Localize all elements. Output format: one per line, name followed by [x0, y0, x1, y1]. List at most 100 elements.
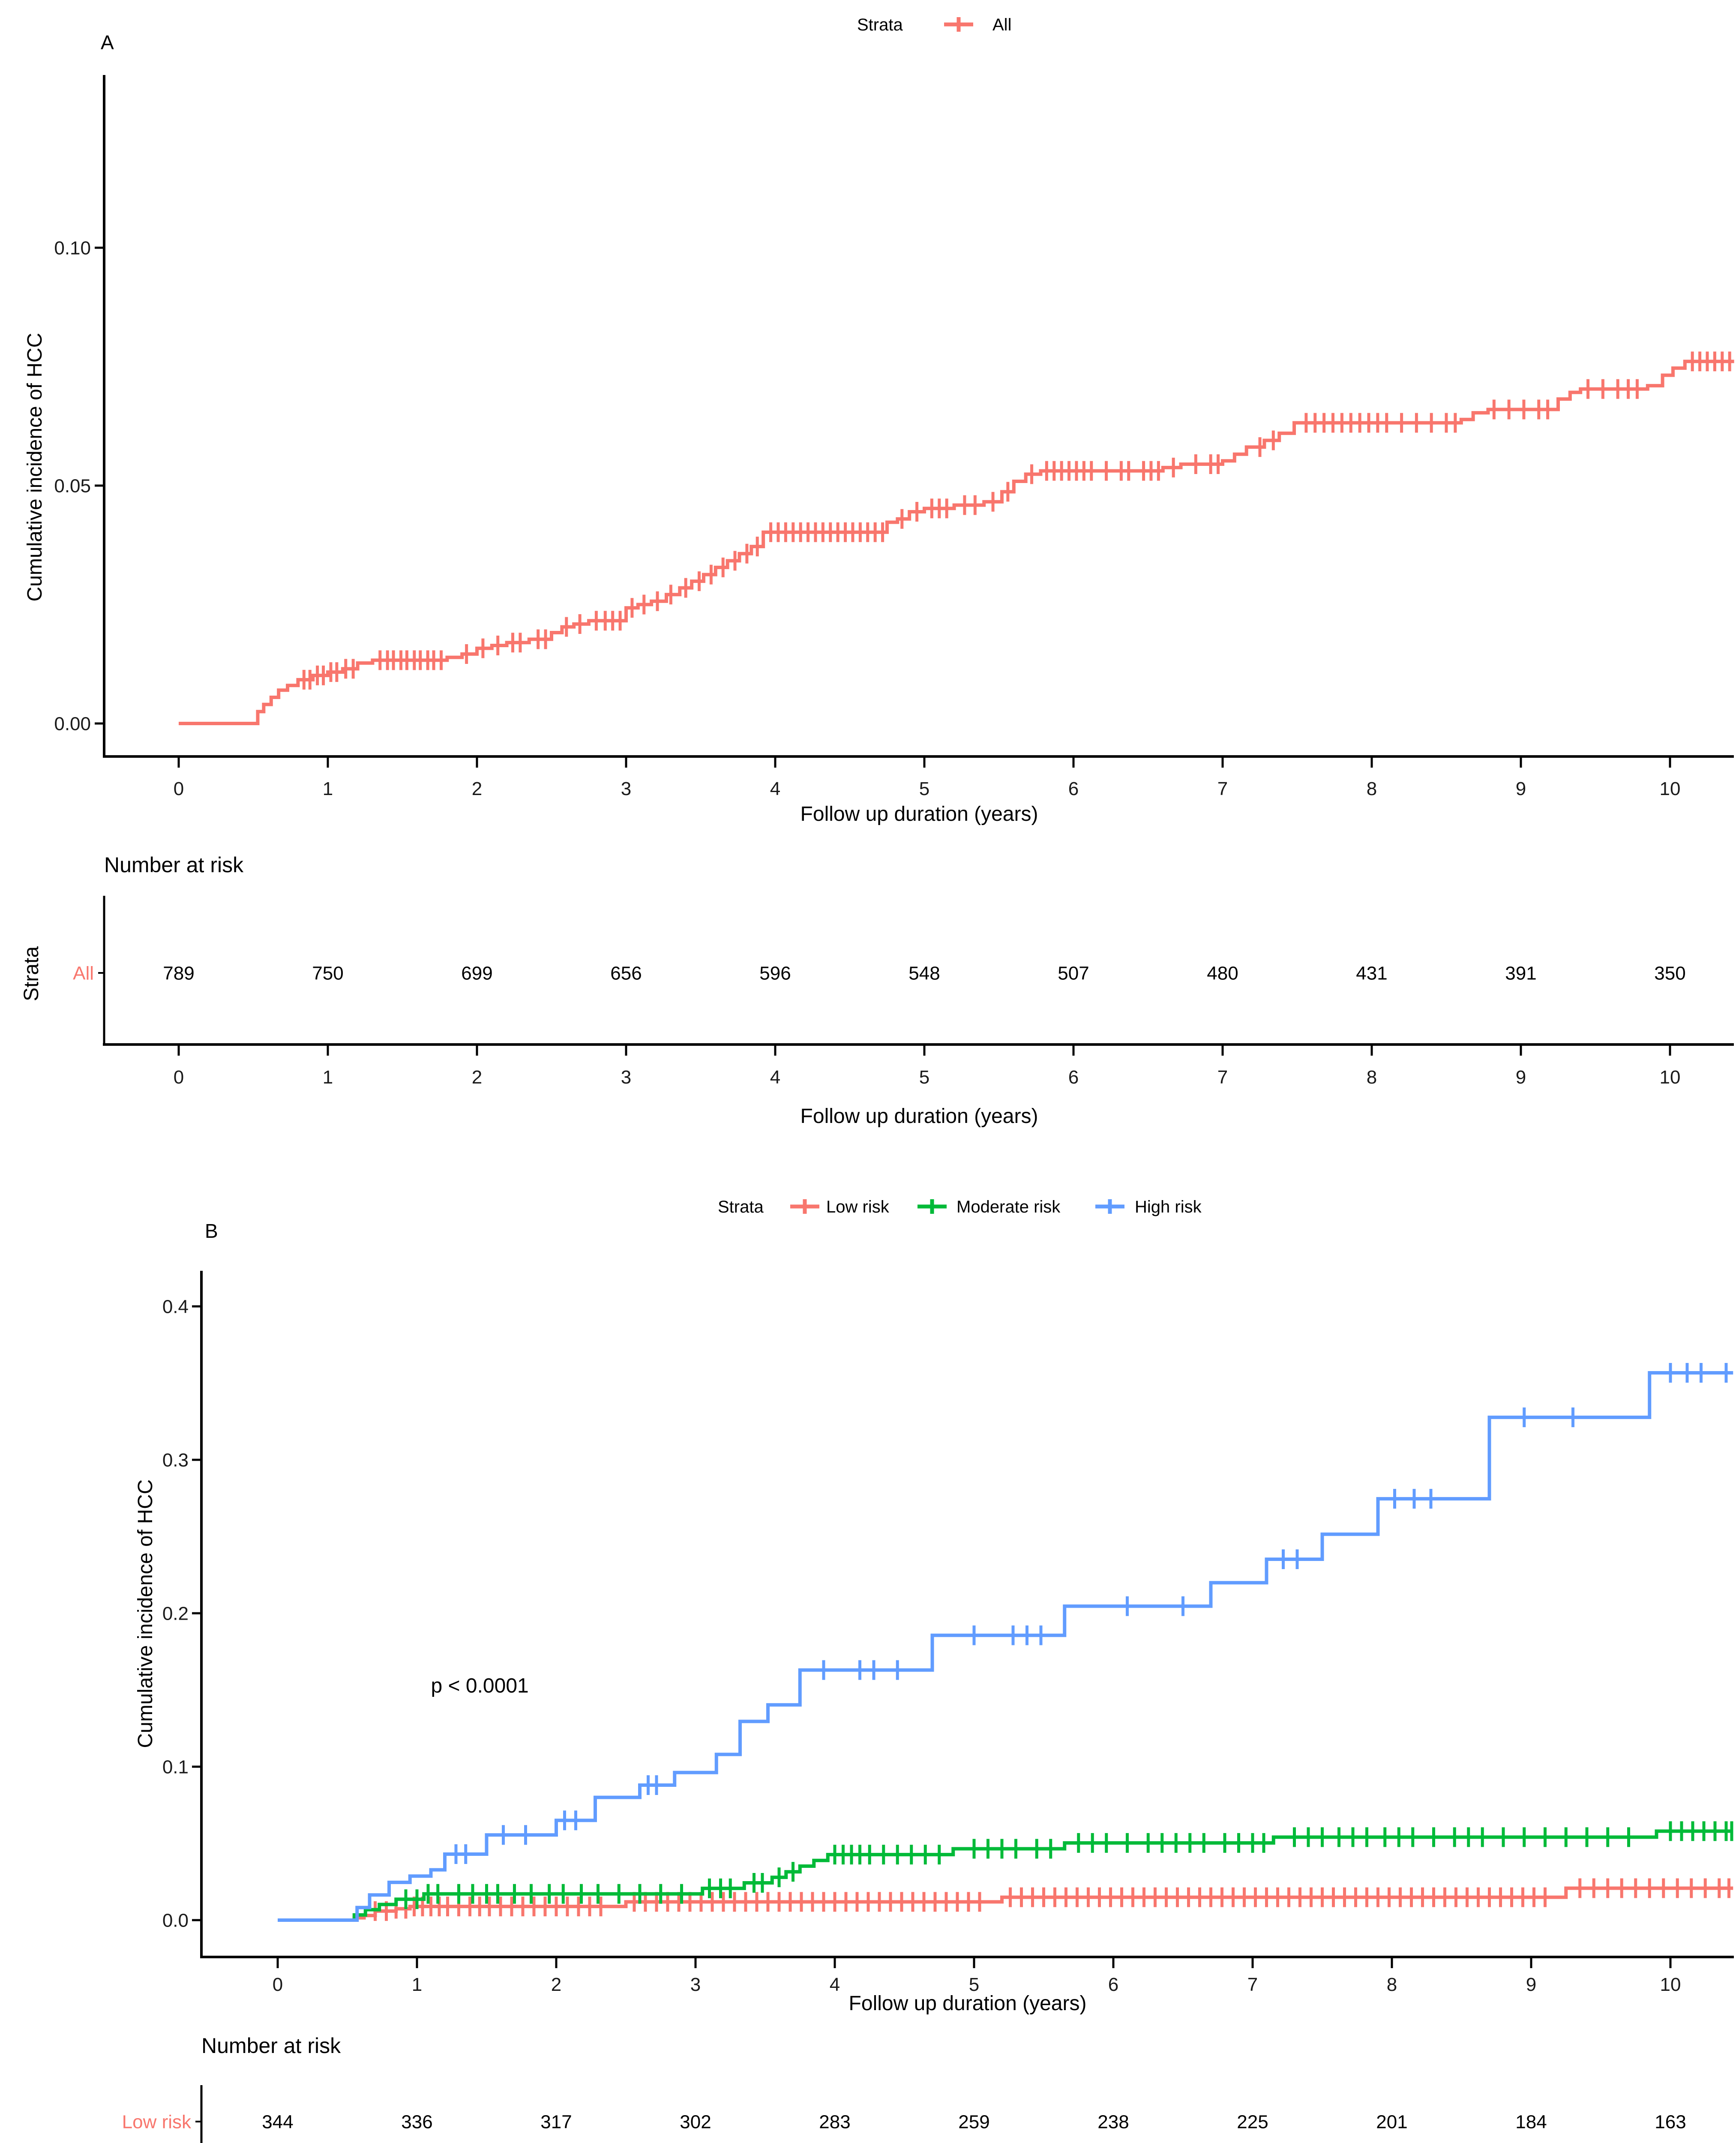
risk-x-tick-label: 7	[1217, 1067, 1228, 1088]
risk-table-strata-label: Strata	[20, 946, 43, 1001]
risk-count: 750	[312, 963, 343, 984]
risk-count: 336	[401, 2111, 432, 2132]
panel-letter: B	[205, 1220, 218, 1242]
y-tick-label: 0.05	[54, 475, 91, 496]
risk-count: 656	[610, 963, 642, 984]
x-tick-label: 5	[919, 778, 929, 799]
risk-row-low-risk: Low risk 344 336 317 302 283 259 238 225 201 184 16…	[122, 2111, 1686, 2132]
x-axis-title: Follow up duration (years)	[849, 1992, 1087, 2015]
censor-ticks	[302, 351, 1731, 690]
risk-table-title: Number at risk	[201, 2034, 341, 2058]
risk-x-tick-label: 9	[1516, 1067, 1526, 1088]
y-tick-label: 0.10	[54, 237, 91, 258]
panel-letter: A	[101, 31, 114, 54]
risk-x-tick-label: 5	[919, 1067, 929, 1088]
risk-x-tick-label: 6	[1068, 1067, 1079, 1088]
risk-x-tick-label: 2	[472, 1067, 482, 1088]
risk-x-tick-label: 0	[174, 1067, 184, 1088]
risk-x-tick-label: 3	[621, 1067, 631, 1088]
y-tick-label: 0.4	[162, 1296, 189, 1317]
x-tick-label: 3	[690, 1974, 701, 1995]
x-tick-label: 2	[551, 1974, 561, 1995]
risk-x-tick-label: 10	[1660, 1067, 1681, 1088]
risk-count: 317	[540, 2111, 572, 2132]
risk-count: 201	[1376, 2111, 1407, 2132]
censor-ticks	[374, 1878, 1730, 1921]
y-tick-label: 0.3	[162, 1450, 189, 1471]
legend-item-label: High risk	[1135, 1198, 1202, 1216]
legend-item: Low risk	[790, 1198, 890, 1216]
risk-count: 184	[1515, 2111, 1547, 2132]
y-tick-label: 0.1	[162, 1756, 189, 1777]
risk-count: 480	[1207, 963, 1238, 984]
risk-table: Number at riskStrataLow risk344336317302…	[122, 2034, 1686, 2143]
legend-item-label: All	[992, 15, 1011, 34]
legend: Strata Low risk Moderate risk High risk	[718, 1198, 1202, 1216]
risk-x-tick-label: 8	[1367, 1067, 1377, 1088]
legend: Strata All	[857, 15, 1011, 34]
x-tick-label: 3	[621, 778, 631, 799]
y-tick-label: 0.0	[162, 1910, 189, 1931]
x-tick-label: 9	[1526, 1974, 1536, 1995]
x-tick-label: 10	[1660, 778, 1681, 799]
km-step-line	[278, 1371, 1733, 1922]
series-all	[179, 351, 1734, 725]
legend-item-label: Low risk	[826, 1198, 890, 1216]
x-tick-label: 10	[1660, 1974, 1681, 1995]
x-tick-label: 4	[830, 1974, 840, 1995]
y-tick-label: 0.2	[162, 1603, 189, 1624]
axes: 0.0 0.1 0.2 0.3 0.4 0 1 2 3 4 5 6 7 8 9 10	[162, 1271, 1734, 1995]
x-tick-label: 2	[472, 778, 482, 799]
x-tick-label: 8	[1367, 778, 1377, 799]
legend-item: High risk	[1095, 1198, 1202, 1216]
legend-title: Strata	[857, 15, 903, 34]
risk-row-label: All	[73, 963, 94, 984]
risk-count: 548	[908, 963, 940, 984]
km-step-line	[179, 360, 1734, 725]
risk-count: 238	[1097, 2111, 1129, 2132]
legend-item-label: Moderate risk	[956, 1198, 1061, 1216]
censor-ticks	[404, 1821, 1733, 1909]
x-tick-label: 9	[1516, 778, 1526, 799]
risk-count: 225	[1237, 2111, 1268, 2132]
risk-count: 163	[1655, 2111, 1686, 2132]
risk-x-tick-label: 1	[323, 1067, 333, 1088]
y-axis-title: Cumulative incidence of HCC	[24, 333, 46, 602]
km-step-line	[278, 1886, 1733, 1922]
x-tick-label: 7	[1247, 1974, 1258, 1995]
x-tick-label: 1	[323, 778, 333, 799]
risk-count: 391	[1505, 963, 1536, 984]
axes: 0.00 0.05 0.10 0 1 2 3 4 5 6 7 8 9 10	[54, 75, 1734, 799]
legend-item: Moderate risk	[917, 1198, 1061, 1216]
risk-count: 596	[759, 963, 791, 984]
censor-ticks	[454, 1363, 1728, 1864]
series-high-risk	[278, 1363, 1733, 1922]
x-tick-label: 6	[1108, 1974, 1118, 1995]
series-moderate-risk	[278, 1821, 1733, 1922]
risk-row-label: Low risk	[122, 2111, 192, 2132]
risk-x-tick-label: 4	[770, 1067, 780, 1088]
risk-table-title: Number at risk	[104, 853, 244, 877]
x-tick-label: 5	[969, 1974, 979, 1995]
x-tick-label: 0	[174, 778, 184, 799]
legend-title: Strata	[718, 1198, 764, 1216]
risk-count: 283	[819, 2111, 850, 2132]
risk-row-all: All 789 750 699 656 596 548 507 480 431 391 350	[73, 963, 1686, 984]
x-tick-label: 0	[273, 1974, 283, 1995]
panel-b: B Strata Low risk Moderate risk High risk 0.0…	[122, 1198, 1734, 2143]
risk-count: 302	[680, 2111, 711, 2132]
x-tick-label: 1	[412, 1974, 422, 1995]
risk-count: 507	[1058, 963, 1089, 984]
risk-x-axis-title: Follow up duration (years)	[801, 1105, 1038, 1128]
x-tick-label: 6	[1068, 778, 1079, 799]
risk-count: 789	[163, 963, 194, 984]
risk-count: 699	[461, 963, 492, 984]
series-low-risk	[278, 1878, 1733, 1922]
x-tick-label: 7	[1217, 778, 1228, 799]
risk-count: 431	[1356, 963, 1387, 984]
y-tick-label: 0.00	[54, 713, 91, 734]
